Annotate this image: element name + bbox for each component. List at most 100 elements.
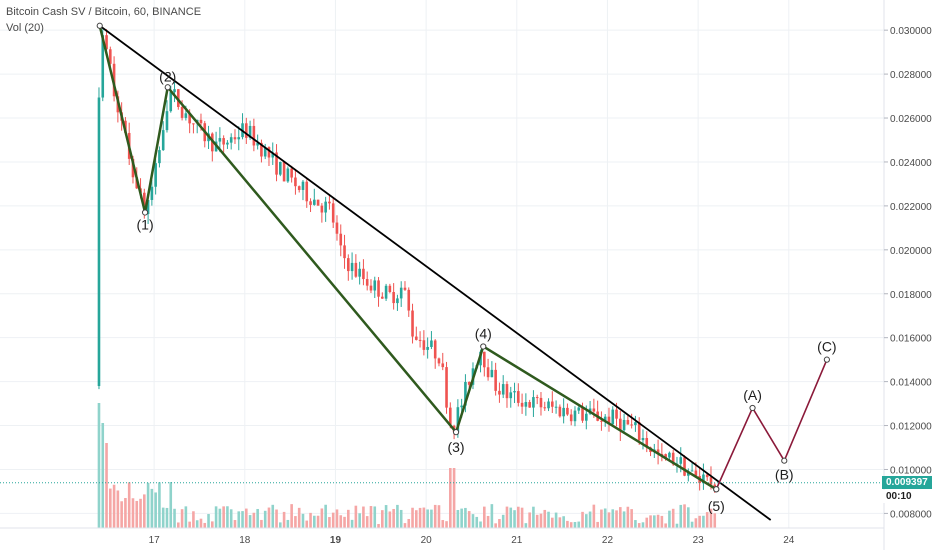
candle-body [180, 106, 184, 118]
volume-bar [139, 498, 142, 528]
time-tick-label: 18 [239, 535, 251, 546]
candle-body [415, 336, 418, 340]
candle-body [248, 125, 252, 138]
volume-bar [184, 506, 188, 528]
time-tick-label: 21 [511, 535, 523, 546]
volume-bar [131, 498, 135, 528]
volume-bar [399, 509, 403, 528]
candle-body [173, 89, 176, 93]
volume-bar [154, 492, 157, 528]
candle-body [709, 477, 713, 485]
candle-body [316, 199, 320, 206]
time-axis[interactable]: 17 18 19 20 21 22 23 24 [149, 535, 795, 546]
volume-bar [407, 518, 411, 528]
time-tick-label: 17 [149, 535, 161, 546]
elliott-impulse-wave [98, 25, 717, 491]
candle-body [229, 137, 233, 143]
candle-body [411, 310, 414, 337]
price-axis[interactable]: 0.008000 0.010000 0.012000 0.014000 0.016000… [884, 26, 932, 520]
price-tick-label: 0.012000 [890, 422, 932, 433]
volume-bar [403, 523, 407, 528]
volume-bar [256, 508, 259, 528]
volume-bar [532, 506, 535, 528]
candle-body [199, 119, 203, 124]
volume-indicator-label[interactable]: Vol (20) [6, 22, 44, 34]
volume-bar [611, 509, 615, 528]
wave-label: (1) [137, 216, 154, 232]
candle-body [581, 407, 584, 421]
volume-bar [619, 507, 622, 528]
time-tick-label: 24 [783, 535, 795, 546]
volume-bar [607, 512, 611, 528]
price-tick-label: 0.010000 [890, 465, 932, 476]
candle-body [161, 130, 165, 151]
volume-bar [467, 511, 471, 528]
candle-body [294, 177, 297, 187]
volume-bar [713, 513, 717, 528]
candle-body [592, 408, 596, 412]
volume-bar [690, 521, 694, 528]
candle-body [641, 438, 645, 441]
volume-bar [528, 512, 531, 528]
volume-bar [214, 506, 218, 528]
volume-bar [161, 507, 165, 528]
candle-body [358, 268, 361, 277]
candle-body [705, 474, 709, 478]
volume-bar [388, 511, 392, 528]
candle-body [668, 452, 671, 458]
volume-bar [641, 522, 645, 528]
volume-bar [109, 488, 112, 528]
grid-lines [0, 0, 884, 528]
wave-label: (5) [708, 498, 725, 514]
volume-bar [218, 508, 222, 528]
candle-body [464, 382, 467, 406]
volume-bar [547, 511, 550, 528]
volume-bar [381, 510, 384, 528]
chart-legend: Bitcoin Cash SV / Bitcoin, 60, BINANCE V… [6, 4, 201, 36]
volume-bar [479, 521, 482, 528]
volume-bar [600, 509, 603, 528]
volume-bar [483, 506, 486, 528]
candle-body [426, 346, 429, 350]
wave-annotations: (1) (2) (3) (4) (5) (A) (B) (C) [0, 22, 884, 521]
volume-bar [475, 516, 479, 528]
volume-bar [649, 515, 652, 528]
candle-body [626, 419, 630, 425]
candlestick-series [97, 29, 717, 493]
candle-body [551, 401, 554, 407]
volume-bar [97, 403, 101, 528]
candle-body [683, 457, 686, 476]
candle-body [543, 407, 547, 409]
candle-body [279, 161, 282, 175]
candle-body [109, 49, 112, 64]
candle-body [619, 418, 622, 431]
abc-correction-projection [715, 359, 828, 490]
volume-bar [331, 512, 335, 528]
symbol-title[interactable]: Bitcoin Cash SV / Bitcoin, 60, BINANCE [6, 6, 202, 18]
wave-point-marker [141, 209, 149, 216]
time-tick-label: 23 [693, 535, 705, 546]
volume-bar [252, 512, 256, 528]
volume-bar [267, 507, 271, 528]
volume-bar [226, 506, 229, 528]
volume-bar [622, 511, 626, 528]
candle-body [437, 358, 441, 364]
volume-bar [354, 505, 358, 528]
volume-bar [660, 515, 664, 528]
candle-body [467, 382, 471, 385]
volume-bar [452, 468, 456, 528]
volume-bar [328, 517, 331, 528]
candle-body [97, 97, 101, 387]
volume-bar [486, 515, 490, 528]
volume-bar [577, 521, 581, 528]
volume-bar [282, 511, 286, 528]
wave-label: (2) [159, 68, 176, 84]
volume-bar [501, 514, 505, 528]
volume-bar [705, 512, 709, 528]
volume-bar [192, 511, 195, 528]
candle-body [509, 392, 513, 399]
candle-body [218, 138, 222, 142]
volume-bar [456, 509, 460, 528]
candle-body [286, 168, 290, 182]
